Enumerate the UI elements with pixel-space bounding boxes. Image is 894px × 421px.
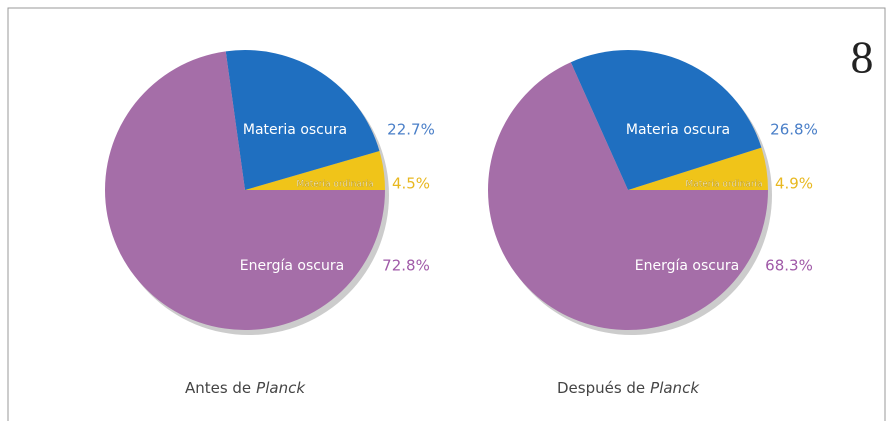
title-emphasis: Planck — [650, 379, 700, 397]
title-text: Antes de — [185, 379, 251, 397]
pie-slice — [570, 49, 762, 191]
slice-label: Materia oscura — [626, 122, 730, 138]
pie-slice — [628, 147, 768, 190]
slice-label: Materia ordinaria — [685, 180, 762, 190]
value-label: 68.3% — [765, 257, 813, 275]
slice-label: Energía oscura — [635, 258, 739, 274]
page-number: 8 — [851, 32, 874, 83]
slice-label: Materia ordinaria — [296, 180, 373, 190]
frame — [7, 7, 886, 421]
pie-slice — [488, 62, 768, 331]
value-label: 4.9% — [775, 175, 813, 193]
value-label: 22.7% — [387, 121, 435, 139]
value-label: 4.5% — [392, 175, 430, 193]
value-label: 26.8% — [770, 121, 818, 139]
slice-label: Energía oscura — [240, 258, 344, 274]
pie-title: Después de Planck — [557, 379, 700, 397]
pie-slice — [225, 50, 380, 191]
value-label: 72.8% — [382, 257, 430, 275]
title-text: Después de — [557, 379, 645, 397]
slice-label: Materia oscura — [243, 122, 347, 138]
pie-slice — [105, 51, 386, 331]
title-emphasis: Planck — [256, 379, 306, 397]
pie-title: Antes de Planck — [185, 379, 306, 397]
pie-slice — [245, 150, 386, 190]
